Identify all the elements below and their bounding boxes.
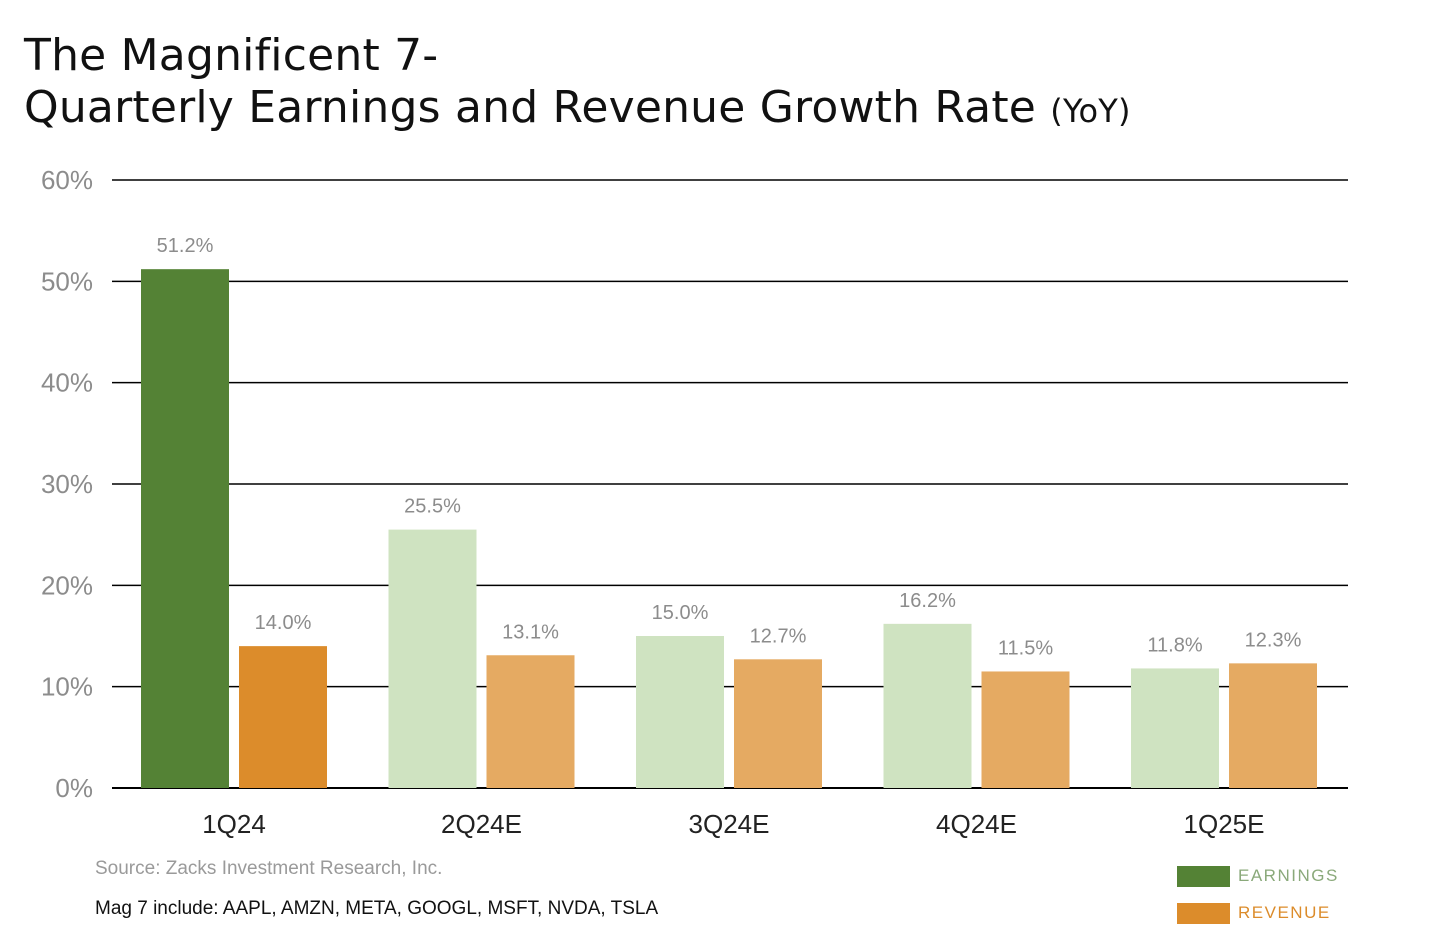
y-tick-label: 10% [41,672,93,702]
data-label-revenue-2q24e: 13.1% [502,621,559,643]
legend-swatch-earnings [1177,865,1230,887]
source-note: Source: Zacks Investment Research, Inc. [95,858,443,879]
x-tick-label-3q24e: 3Q24E [689,809,770,839]
bar-earnings-1q25e [1131,668,1219,788]
data-label-revenue-3q24e: 12.7% [750,625,807,647]
y-tick-label: 0% [55,773,93,803]
chart-title-line2: Quarterly Earnings and Revenue Growth Ra… [24,82,1131,137]
data-label-earnings-1q25e: 11.8% [1147,634,1202,656]
x-tick-label-4q24e: 4Q24E [936,809,1017,839]
chart-title: The Magnificent 7- Quarterly Earnings an… [24,30,1131,137]
x-tick-label-1q24: 1Q24 [202,809,266,839]
x-tick-label-2q24e: 2Q24E [441,809,522,839]
y-tick-label: 50% [41,266,93,296]
bar-earnings-1q24 [141,269,229,788]
y-tick-label: 60% [41,165,93,195]
data-label-revenue-1q24: 14.0% [255,612,312,634]
constituents-note: Mag 7 include: AAPL, AMZN, META, GOOGL, … [95,898,659,919]
data-label-earnings-3q24e: 15.0% [652,602,709,624]
bar-revenue-2q24e [486,655,575,788]
bar-revenue-4q24e [981,671,1070,788]
x-tick-label-1q25e: 1Q25E [1184,809,1265,839]
chart-title-suffix: (YoY) [1050,92,1131,130]
legend-label-revenue: REVENUE [1238,903,1331,922]
data-label-revenue-4q24e: 11.5% [998,637,1053,659]
legend-item-revenue: REVENUE [1177,901,1339,925]
bar-revenue-3q24e [734,659,822,788]
chart-title-main: Quarterly Earnings and Revenue Growth Ra… [24,82,1037,133]
chart-title-line1: The Magnificent 7- [24,30,439,81]
y-tick-label: 40% [41,368,93,398]
data-label-earnings-2q24e: 25.5% [404,496,461,518]
legend-swatch-revenue [1177,902,1230,924]
bar-earnings-4q24e [883,623,972,788]
bar-revenue-1q25e [1229,663,1317,788]
bar-earnings-2q24e [388,529,477,788]
data-label-earnings-4q24e: 16.2% [899,590,956,612]
data-label-earnings-1q24: 51.2% [157,235,214,257]
bar-revenue-1q24 [239,646,327,788]
legend-item-earnings: EARNINGS [1177,864,1339,888]
data-label-revenue-1q25e: 12.3% [1245,629,1302,651]
y-tick-label: 30% [41,469,93,499]
bar-earnings-3q24e [636,636,724,788]
chart-legend: EARNINGS REVENUE [1177,864,1339,938]
y-tick-label: 20% [41,570,93,600]
legend-label-earnings: EARNINGS [1238,866,1339,885]
